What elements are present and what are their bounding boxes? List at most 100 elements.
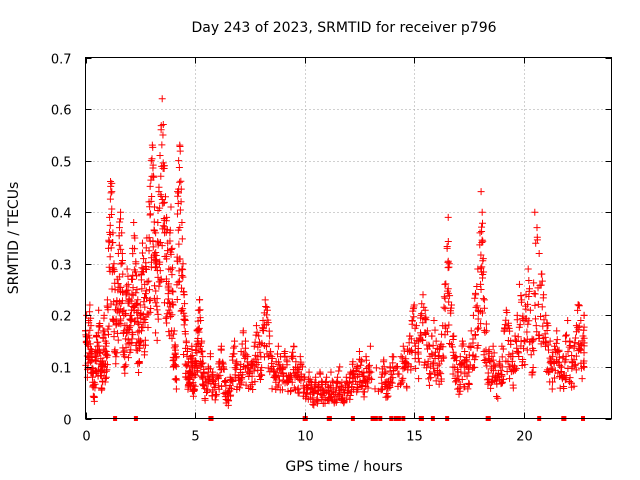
data-point [195, 328, 203, 336]
data-point [444, 264, 452, 272]
data-point [180, 321, 188, 329]
data-point [236, 384, 244, 392]
data-point [525, 292, 533, 300]
data-point [543, 327, 551, 335]
data-point [179, 273, 187, 281]
data-point [506, 327, 514, 335]
data-point [116, 298, 124, 306]
data-point [178, 306, 186, 314]
data-point [123, 265, 131, 273]
data-point [265, 340, 273, 348]
data-point [238, 375, 246, 383]
data-point [83, 339, 91, 347]
data-point [151, 203, 159, 211]
data-point [219, 358, 227, 366]
data-point [194, 335, 202, 343]
data-point [444, 237, 452, 245]
data-point [129, 250, 137, 258]
data-point [403, 382, 411, 390]
data-point [163, 255, 171, 263]
data-point [132, 289, 140, 297]
data-point [571, 360, 579, 368]
data-point [107, 182, 115, 190]
data-point [507, 340, 515, 348]
data-point [480, 304, 488, 312]
data-point [426, 342, 434, 350]
data-point [138, 239, 146, 247]
data-point [127, 322, 135, 330]
data-point [576, 345, 584, 353]
data-point [94, 338, 102, 346]
data-point [283, 358, 291, 366]
data-point [166, 237, 174, 245]
data-point [418, 310, 426, 318]
data-point [179, 305, 187, 313]
data-point [271, 373, 279, 381]
data-point [91, 353, 99, 361]
data-point [434, 353, 442, 361]
data-point [478, 208, 486, 216]
data-point [175, 164, 183, 172]
data-point [108, 285, 116, 293]
data-point [177, 177, 185, 185]
data-point [562, 372, 570, 380]
data-point [112, 353, 120, 361]
data-point [160, 162, 168, 170]
data-point [136, 337, 144, 345]
data-point [110, 328, 118, 336]
data-point [560, 383, 568, 391]
data-point [423, 327, 431, 335]
data-point [393, 362, 401, 370]
data-point [199, 359, 207, 367]
data-point [574, 306, 582, 314]
data-point [572, 334, 580, 342]
data-point [480, 296, 488, 304]
data-point [566, 374, 574, 382]
data-point [470, 363, 478, 371]
data-point [105, 263, 113, 271]
data-point [193, 349, 201, 357]
data-point [160, 199, 168, 207]
data-point [397, 353, 405, 361]
data-point [334, 373, 342, 381]
data-point [399, 374, 407, 382]
data-point [106, 221, 114, 229]
data-point [570, 382, 578, 390]
data-point [127, 297, 135, 305]
data-point [196, 342, 204, 350]
data-point [535, 249, 543, 257]
data-point [571, 362, 579, 370]
data-point [443, 328, 451, 336]
data-point [551, 374, 559, 382]
data-point [172, 354, 180, 362]
data-point [165, 286, 173, 294]
data-point [153, 295, 161, 303]
data-point [181, 330, 189, 338]
data-point [149, 243, 157, 251]
data-point [505, 363, 513, 371]
data-point [144, 323, 152, 331]
data-point [102, 339, 110, 347]
data-point [418, 300, 426, 308]
data-point [346, 395, 354, 403]
data-point [540, 291, 548, 299]
data-point [131, 268, 139, 276]
data-point [303, 389, 311, 397]
data-point [426, 369, 434, 377]
data-point [515, 280, 523, 288]
data-point [472, 353, 480, 361]
data-point [119, 270, 127, 278]
data-point [357, 361, 365, 369]
data-point [131, 234, 139, 242]
data-point [103, 361, 111, 369]
data-point [96, 349, 104, 357]
data-point [132, 260, 140, 268]
data-point [263, 311, 271, 319]
data-point [553, 357, 561, 365]
data-point [489, 367, 497, 375]
data-point [274, 372, 282, 380]
data-point [463, 372, 471, 380]
data-point [134, 328, 142, 336]
data-point [387, 378, 395, 386]
data-point [214, 373, 222, 381]
